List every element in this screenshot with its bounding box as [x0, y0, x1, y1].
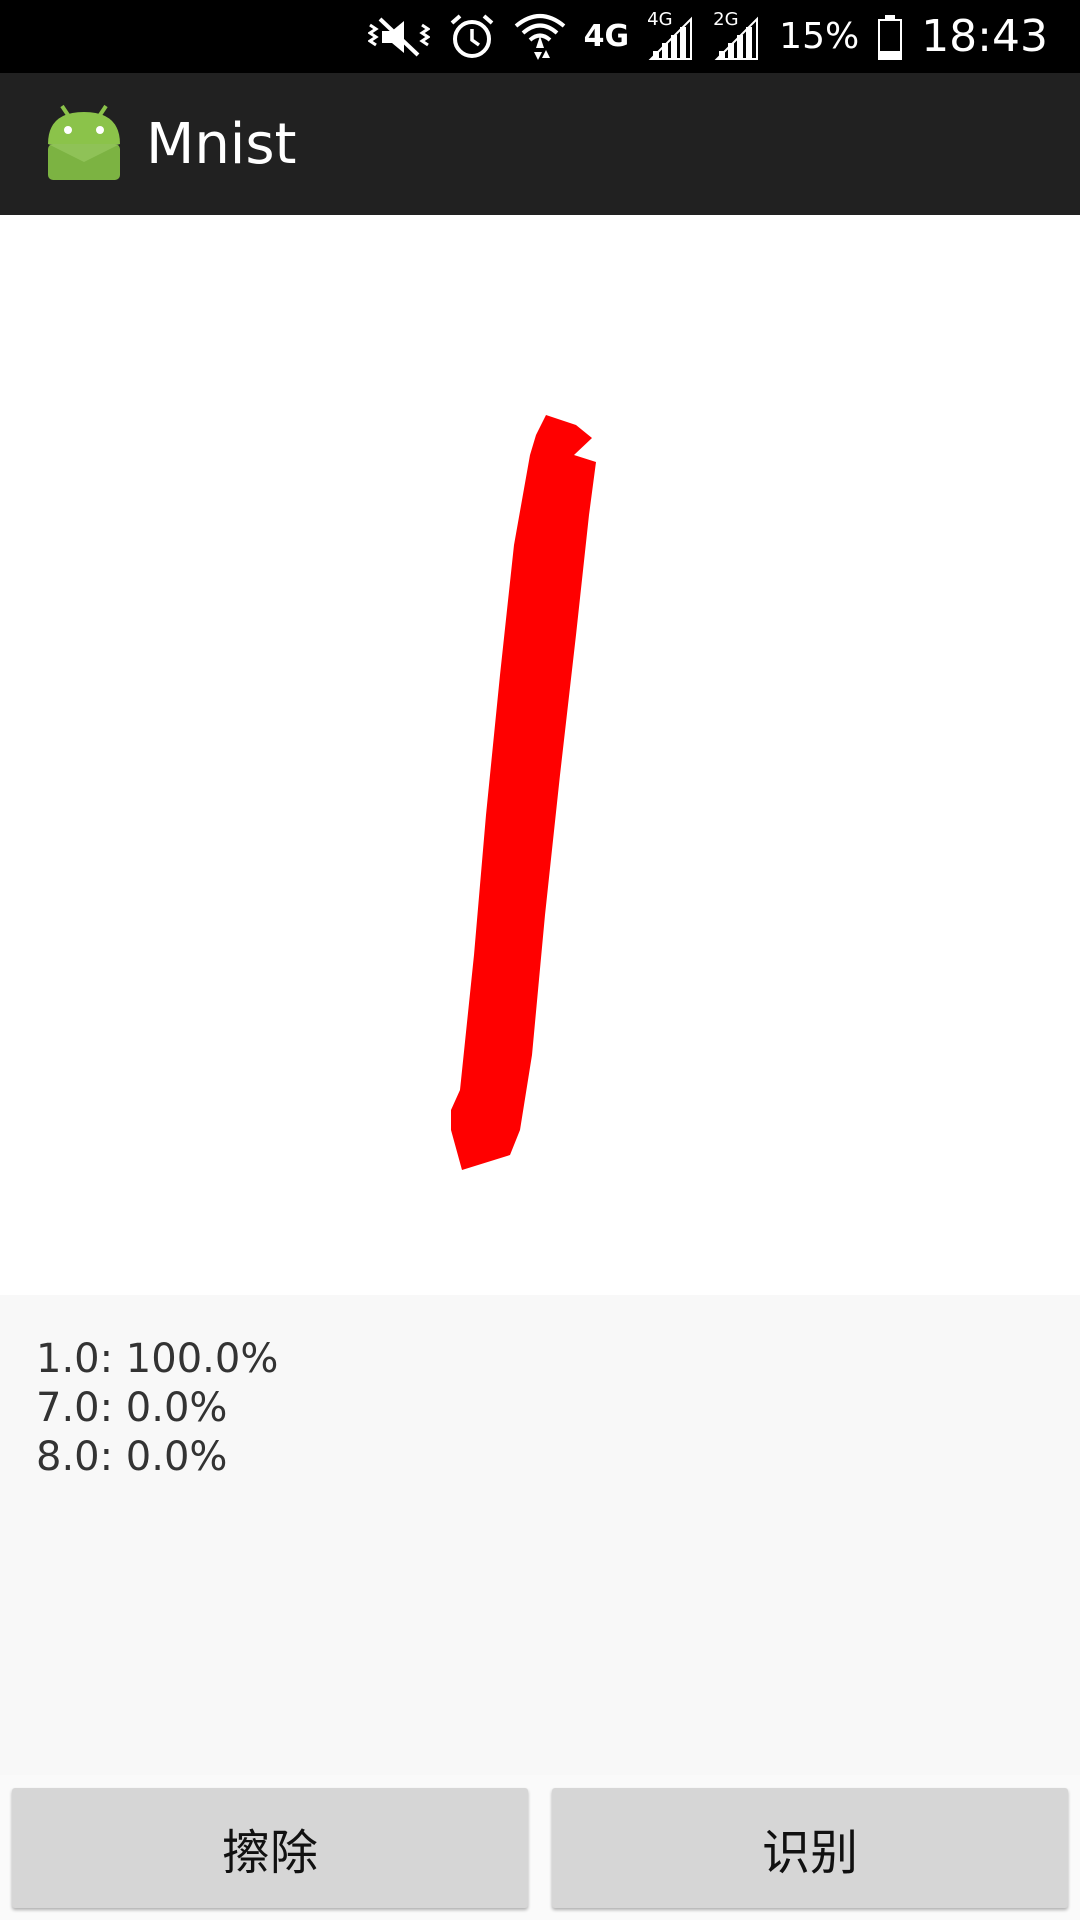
- network-type-label: 4G: [583, 19, 630, 54]
- app-bar: Mnist: [0, 73, 1080, 215]
- app-title: Mnist: [146, 111, 297, 177]
- mute-vibrate-icon: [367, 15, 430, 59]
- signal-icon: 4G: [647, 9, 695, 61]
- clock: 18:43: [921, 11, 1048, 62]
- android-icon: [44, 100, 124, 189]
- results-panel: 1.0: 100.0% 7.0: 0.0% 8.0: 0.0%: [0, 1295, 1080, 1775]
- recognize-button[interactable]: 识别: [552, 1788, 1068, 1908]
- signal-sim2-label: 2G: [713, 8, 739, 30]
- wifi-icon: [514, 12, 566, 62]
- result-line: 1.0: 100.0%: [36, 1336, 279, 1382]
- drawing-canvas[interactable]: [0, 215, 1080, 1295]
- battery-icon: [877, 13, 903, 61]
- signal-sim1-label: 4G: [647, 8, 673, 30]
- signal-icon: 2G: [713, 9, 761, 61]
- handwritten-stroke: [451, 415, 596, 1170]
- alarm-icon: [448, 13, 496, 61]
- result-line: 8.0: 0.0%: [36, 1434, 228, 1480]
- erase-button[interactable]: 擦除: [12, 1788, 528, 1908]
- result-line: 7.0: 0.0%: [36, 1385, 228, 1431]
- battery-percent: 15%: [779, 16, 860, 57]
- status-bar: 4G 4G 2G 15% 18:43: [0, 0, 1080, 73]
